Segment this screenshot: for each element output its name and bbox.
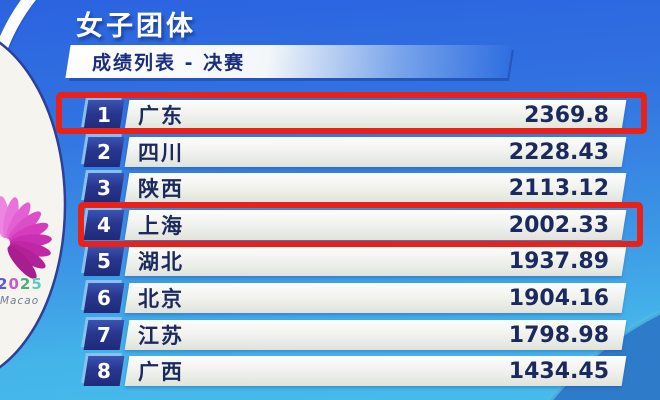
rank-number: 7 (97, 323, 111, 347)
logo-location: Macao (0, 295, 40, 307)
rank-badge: 5 (83, 246, 125, 276)
team-score: 1434.45 (508, 358, 609, 384)
result-bar: 广西 1434.45 (124, 356, 627, 386)
team-score: 1937.89 (508, 248, 609, 274)
corner-swoosh-edge (548, 309, 660, 400)
emblem-petals-icon (0, 196, 52, 280)
rank-number: 6 (97, 286, 111, 310)
page-title: 女子团体 (76, 11, 196, 42)
team-score: 1904.16 (508, 285, 609, 311)
team-name: 陕西 (138, 177, 184, 201)
rank-badge: 2 (83, 137, 125, 167)
result-bar: 江苏 1798.98 (124, 320, 627, 350)
result-row: 6 北京 1904.16 (0, 283, 660, 313)
result-bar: 陕西 2113.12 (124, 173, 627, 203)
team-score: 2113.12 (508, 175, 609, 201)
result-row: 3 陕西 2113.12 (0, 173, 660, 203)
rank-number: 3 (97, 176, 111, 200)
result-row: 2 四川 2228.43 (0, 137, 660, 167)
result-bar: 湖北 1937.89 (124, 246, 627, 276)
team-score: 1798.98 (508, 322, 609, 348)
rank-badge: 8 (83, 356, 125, 386)
team-name: 四川 (138, 141, 184, 165)
highlight-annotation-box (78, 202, 643, 247)
result-bar: 北京 1904.16 (124, 283, 627, 313)
team-score: 2228.43 (508, 139, 609, 165)
highlight-annotation-box (56, 92, 647, 134)
logo-panel (0, 41, 67, 369)
rank-badge: 6 (83, 283, 125, 313)
rank-number: 2 (97, 140, 111, 164)
team-name: 江苏 (138, 324, 184, 348)
result-row: 8 广西 1434.45 (0, 356, 660, 386)
rank-number: 5 (97, 249, 111, 273)
rank-badge: 3 (83, 173, 125, 203)
result-row: 5 湖北 1937.89 (0, 246, 660, 276)
logo-year: 2025 (0, 275, 43, 293)
team-name: 北京 (138, 287, 184, 311)
rank-badge: 7 (83, 320, 125, 350)
rank-number: 8 (97, 359, 111, 383)
result-bar: 四川 2228.43 (124, 137, 627, 167)
team-name: 广西 (138, 360, 184, 384)
result-row: 7 江苏 1798.98 (0, 320, 660, 350)
team-name: 湖北 (138, 250, 184, 274)
